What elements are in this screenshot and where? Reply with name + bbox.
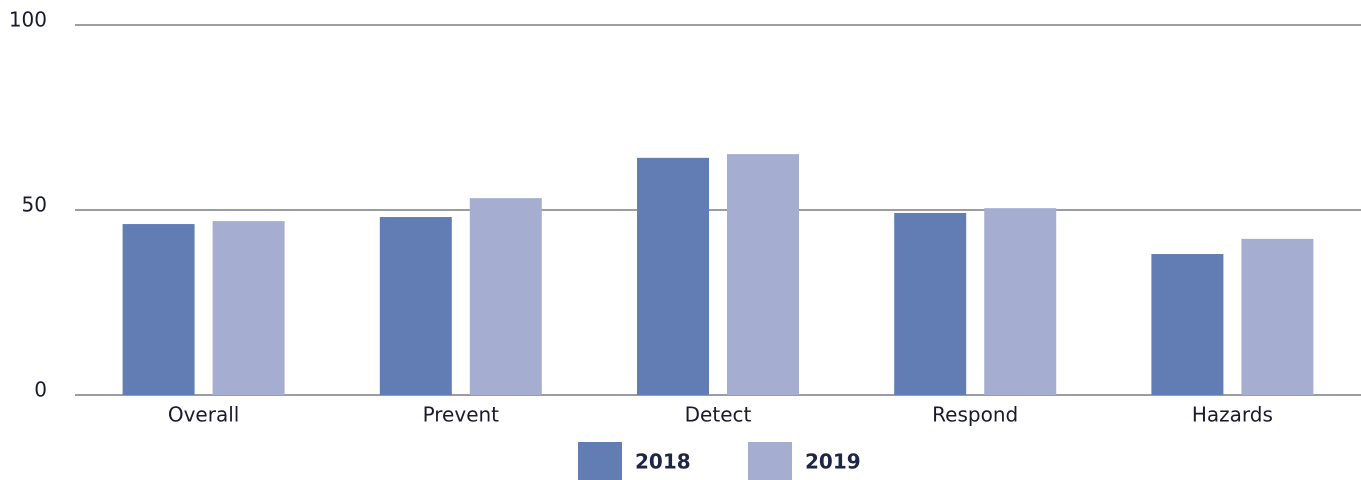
legend-label: 2018 — [635, 450, 691, 474]
bar — [1241, 238, 1314, 395]
bar — [379, 217, 452, 395]
x-tick-label: Hazards — [1192, 403, 1273, 427]
legend-swatch — [578, 442, 622, 480]
y-tick-label: 50 — [22, 193, 47, 217]
bar — [469, 198, 542, 395]
bar — [122, 224, 195, 395]
x-tick-label: Prevent — [423, 403, 500, 427]
bar — [727, 154, 799, 395]
bar — [894, 212, 967, 395]
bar — [637, 157, 709, 395]
bar — [212, 221, 285, 395]
bar — [984, 208, 1057, 395]
x-tick-label: Respond — [932, 403, 1018, 427]
legend-swatch — [748, 442, 792, 480]
bar — [1151, 254, 1224, 395]
x-tick-label: Overall — [168, 403, 239, 427]
x-tick-label: Detect — [685, 403, 752, 427]
y-tick-label: 0 — [34, 378, 47, 402]
legend-label: 2019 — [805, 450, 861, 474]
y-tick-label: 100 — [9, 8, 47, 32]
